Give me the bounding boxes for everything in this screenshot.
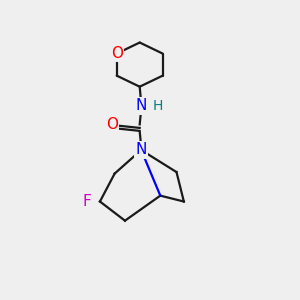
Text: F: F bbox=[82, 194, 91, 209]
Text: O: O bbox=[106, 118, 118, 133]
Text: H: H bbox=[152, 99, 163, 113]
Text: N: N bbox=[136, 142, 147, 158]
Text: O: O bbox=[111, 46, 123, 61]
Text: N: N bbox=[136, 142, 147, 158]
Text: N: N bbox=[136, 98, 147, 113]
